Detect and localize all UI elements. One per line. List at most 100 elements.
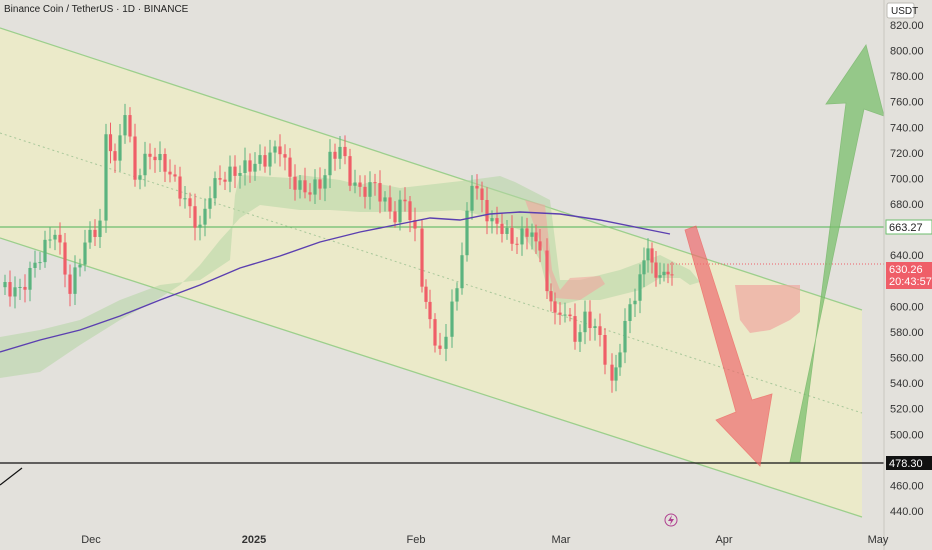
candle-body <box>58 234 62 243</box>
time-tick-4: Apr <box>715 534 732 546</box>
candle-body <box>525 228 529 237</box>
candle-body <box>323 175 327 189</box>
candle-body <box>148 153 152 157</box>
candle-body <box>73 267 77 294</box>
candle-body <box>638 274 642 301</box>
candle-body <box>603 335 607 365</box>
candle-body <box>48 239 52 241</box>
candle-body <box>293 176 297 190</box>
candle-body <box>328 151 332 176</box>
candle-body <box>505 227 509 234</box>
candle-body <box>654 262 658 278</box>
candle-body <box>460 255 464 289</box>
currency-badge[interactable]: USDT <box>886 2 918 19</box>
candle-body <box>534 232 538 242</box>
candle-body <box>520 228 524 245</box>
candle-body <box>93 229 97 237</box>
candle-body <box>68 274 72 294</box>
candle-body <box>485 200 489 222</box>
candle-body <box>455 288 459 302</box>
candle-body <box>338 146 342 159</box>
candle-body <box>158 153 162 161</box>
candle-body <box>53 234 57 240</box>
candle-body <box>408 201 412 221</box>
bearish-forecast-arrow <box>684 225 773 467</box>
candle-body <box>618 352 622 368</box>
price-tick-16: 500.00 <box>890 429 924 441</box>
svg-text:20:43:57: 20:43:57 <box>889 276 932 288</box>
candle-body <box>530 232 534 237</box>
price-tick-0: 820.00 <box>890 20 924 32</box>
candle-body <box>363 186 367 197</box>
candle-body <box>450 301 454 337</box>
candles <box>3 103 674 393</box>
candle-body <box>13 287 17 297</box>
candle-body <box>303 180 307 193</box>
candle-body <box>420 228 424 287</box>
candle-body <box>428 301 432 320</box>
price-tick-6: 700.00 <box>890 173 924 185</box>
candle-body <box>28 267 32 290</box>
candle-body <box>248 160 252 172</box>
price-tick-13: 560.00 <box>890 353 924 365</box>
candle-body <box>549 291 553 302</box>
channel-lower-line <box>0 237 863 518</box>
candle-body <box>188 198 192 207</box>
candle-body <box>163 153 167 172</box>
candle-body <box>373 182 377 184</box>
candle-body <box>578 332 582 342</box>
candle-body <box>398 199 402 223</box>
candle-body <box>593 326 597 329</box>
candle-body <box>198 224 202 228</box>
moving-average-line <box>0 211 671 353</box>
candle-body <box>510 227 514 244</box>
candle-body <box>623 320 627 353</box>
candle-body <box>213 178 217 199</box>
channel-upper-line <box>0 27 863 311</box>
candle-body <box>193 206 197 228</box>
candle-body <box>8 282 12 297</box>
candle-body <box>353 182 357 186</box>
ichimoku-cloud <box>0 175 800 378</box>
candle-body <box>318 179 322 189</box>
price-tick-7: 680.00 <box>890 199 924 211</box>
candle-body <box>633 300 637 305</box>
svg-text:478.30: 478.30 <box>889 458 923 470</box>
candle-body <box>388 197 392 212</box>
candle-body <box>38 262 42 264</box>
candle-body <box>378 183 382 202</box>
svg-text:663.27: 663.27 <box>889 222 923 234</box>
candle-body <box>348 156 352 186</box>
candle-body <box>138 175 142 180</box>
candle-body <box>133 136 137 180</box>
candle-body <box>243 160 247 173</box>
candle-body <box>203 208 207 225</box>
candle-body <box>123 115 127 136</box>
lightning-icon[interactable] <box>664 513 678 527</box>
candle-body <box>500 223 504 234</box>
candle-body <box>308 192 312 195</box>
svg-text:USDT: USDT <box>891 6 918 17</box>
candle-body <box>413 220 417 229</box>
candle-body <box>98 220 102 237</box>
candle-body <box>63 242 67 275</box>
candle-body <box>43 239 47 263</box>
channel-mid-line <box>0 132 863 414</box>
candle-body <box>424 286 428 302</box>
candle-body <box>298 180 302 190</box>
time-axis[interactable]: Dec 2025 Feb Mar Apr May <box>81 534 889 546</box>
price-tick-12: 580.00 <box>890 327 924 339</box>
support-price-label: 478.30 <box>886 456 932 470</box>
candle-body <box>628 304 632 321</box>
candle-body <box>113 151 117 161</box>
candle-body <box>263 155 267 167</box>
candle-body <box>108 134 113 152</box>
candle-body <box>614 367 618 381</box>
price-tick-11: 600.00 <box>890 301 924 313</box>
candle-body <box>383 197 387 202</box>
candle-body <box>598 326 602 336</box>
price-tick-1: 800.00 <box>890 46 924 58</box>
candle-body <box>268 152 272 167</box>
candle-body <box>218 178 222 180</box>
